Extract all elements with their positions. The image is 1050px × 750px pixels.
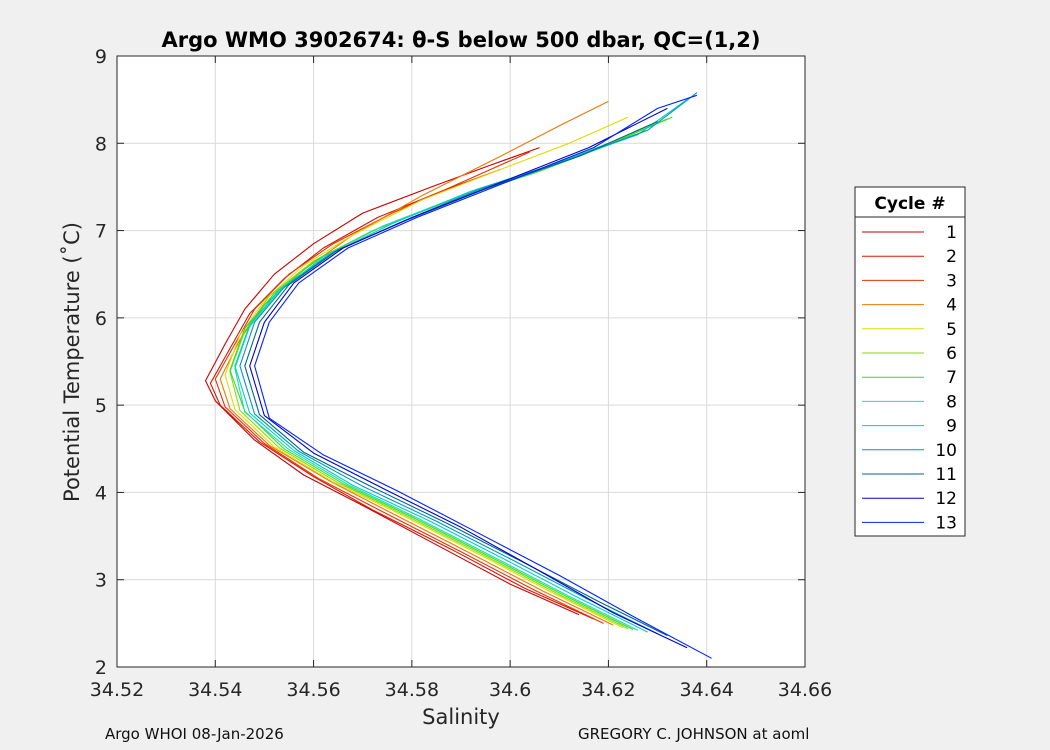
legend-label-cycle-12: 12 [935,489,957,509]
legend-label-cycle-6: 6 [946,344,957,364]
legend-label-cycle-8: 8 [946,392,957,412]
legend-label-cycle-7: 7 [946,368,957,388]
y-tick-label: 5 [95,395,107,417]
legend-label-cycle-9: 9 [946,417,957,437]
series-line-cycle-5 [224,116,629,629]
series-line-cycle-12 [249,107,688,649]
footer-right: GREGORY C. JOHNSON at aoml [578,725,810,743]
legend-box [854,186,966,537]
legend-label-cycle-5: 5 [946,320,957,340]
x-tick-label: 34.58 [385,679,439,701]
x-tick-label: 34.62 [581,679,635,701]
series-line-cycle-1 [204,147,580,616]
plot-area [117,56,805,667]
y-tick-label: 7 [95,221,107,243]
legend-label-cycle-2: 2 [946,247,957,267]
legend-label-cycle-11: 11 [935,465,957,485]
ticks [116,55,806,668]
footer-left: Argo WHOI 08-Jan-2026 [105,725,284,743]
y-axis-label: Potential Temperature (˚C) [60,222,84,502]
x-tick-label: 34.6 [489,679,531,701]
y-tick-labels: 2 3 4 5 6 7 8 9 [95,46,107,679]
series-line-cycle-4 [219,100,614,626]
x-tick-label: 34.66 [778,679,832,701]
x-tick-labels: 34.52 34.54 34.56 34.58 34.6 34.62 34.64 34.66 [90,679,832,701]
legend-label-cycle-1: 1 [946,223,957,243]
series-line-cycle-2 [209,168,594,620]
y-tick-label: 8 [95,133,107,155]
series-line-cycle-13 [254,94,712,659]
y-tick-label: 3 [95,570,107,592]
grid [116,55,806,668]
x-tick-label: 34.52 [90,679,144,701]
legend-label-cycle-4: 4 [946,296,957,316]
legend-title: Cycle # [874,194,945,214]
x-tick-label: 34.56 [286,679,340,701]
x-axis-label: Salinity [422,705,500,729]
legend-label-cycle-10: 10 [935,441,957,461]
chart-title: Argo WMO 3902674: θ-S below 500 dbar, QC… [162,28,761,52]
y-tick-label: 6 [95,308,107,330]
y-tick-label: 4 [95,482,107,504]
y-tick-label: 9 [95,46,107,68]
x-tick-label: 34.64 [680,679,734,701]
series-layer [204,92,712,659]
series-line-cycle-10 [239,92,698,635]
y-tick-label: 2 [95,657,107,679]
plot-frame [116,55,806,668]
legend-label-cycle-3: 3 [946,271,957,291]
legend-label-cycle-13: 13 [935,513,957,533]
x-tick-label: 34.54 [188,679,242,701]
